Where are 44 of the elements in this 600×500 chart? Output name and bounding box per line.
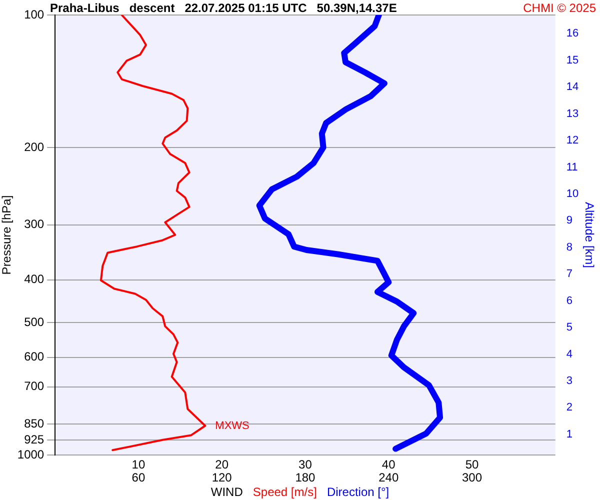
y2-tick-label: 6 [566, 294, 572, 307]
y-axis-title: Pressure [hPa] [0, 195, 14, 275]
y2-tick-label: 7 [566, 268, 572, 280]
y2-tick-label: 8 [566, 241, 572, 254]
y2-tick-label: 3 [566, 375, 572, 388]
x-tick-label: 20 [215, 457, 229, 472]
y2-tick-label: 1 [566, 428, 572, 440]
y2-tick-label: 13 [566, 108, 579, 120]
x-tick-label: 50 [465, 457, 479, 472]
y2-tick-label: 2 [566, 402, 572, 414]
y-tick-label: 100 [24, 7, 44, 22]
annotation: MXWS [215, 420, 250, 432]
y2-tick-label: 5 [566, 322, 572, 334]
y-tick-label: 500 [24, 314, 44, 329]
y-tick-label: 700 [24, 379, 44, 394]
y2-tick-label: 14 [566, 81, 579, 94]
x2-tick-label: 60 [132, 470, 146, 484]
x2-tick-label: 180 [295, 470, 316, 484]
y2-tick-label: 11 [566, 161, 578, 174]
x-axis-title: WIND [210, 485, 243, 499]
x2-tick-label: 300 [462, 470, 482, 484]
y2-tick-label: 15 [566, 54, 579, 66]
text: Speed [m/s] [252, 485, 317, 499]
y-tick-label: 850 [24, 416, 44, 430]
y2-tick-label: 10 [566, 188, 579, 200]
chart-title: Praha-Libus descent 22.07.2025 01:15 UTC 50.39N,14.37E [50, 1, 397, 15]
text: CHMI © 2025 [523, 1, 596, 15]
y2-axis-title: Altitude [km] [582, 202, 596, 268]
y2-tick-label: 9 [566, 214, 572, 227]
y-tick-label: 600 [24, 350, 44, 364]
y-tick-label: 200 [24, 140, 44, 154]
y-tick-label: 925 [24, 432, 44, 446]
x2-tick-label: 120 [212, 470, 232, 484]
text: Direction [°] [326, 485, 390, 499]
x-tick-label: 10 [132, 457, 146, 472]
x-tick-label: 40 [382, 457, 396, 472]
y2-tick-label: 12 [566, 134, 579, 147]
x-tick-label: 30 [298, 457, 312, 472]
x2-tick-label: 240 [378, 470, 399, 484]
y-tick-label: 400 [24, 272, 44, 286]
y-tick-label: 300 [24, 217, 44, 232]
y-tick-label: 1000 [17, 447, 44, 462]
y2-tick-label: 16 [566, 28, 579, 40]
y2-tick-label: 4 [566, 348, 572, 360]
